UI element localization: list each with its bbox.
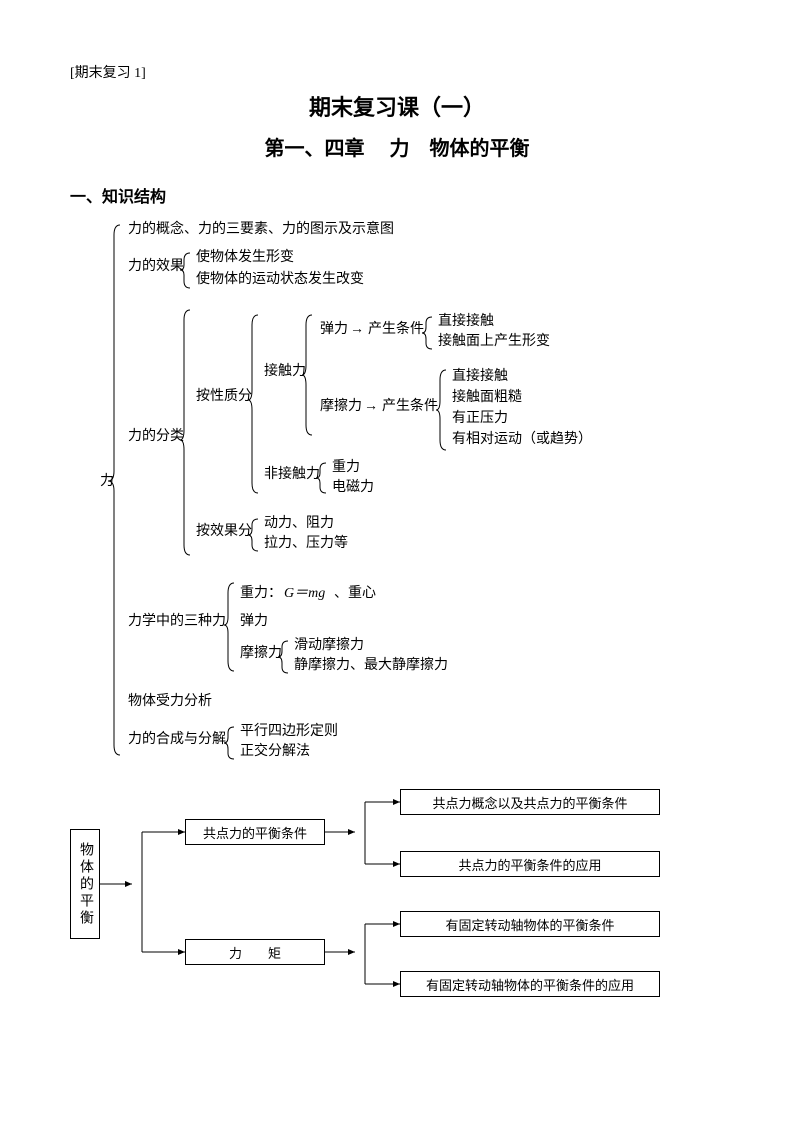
tree-mech-frict2: 静摩擦力、最大静摩擦力	[294, 656, 448, 673]
tree-mech-frict: 摩擦力	[240, 644, 282, 661]
tree-emforce: 电磁力	[332, 479, 374, 495]
tree-produce-cond: 产生条件	[368, 320, 424, 337]
flow-b1: 共点力的平衡条件	[185, 819, 325, 845]
tree-friction-c2: 接触面粗糙	[452, 388, 522, 405]
tree-root: 力	[100, 473, 114, 489]
tree-effect-1: 使物体发生形变	[196, 248, 294, 265]
tree-effect-2: 使物体的运动状态发生改变	[196, 270, 364, 287]
tree-gravity: 重力	[332, 459, 360, 475]
tree-produce-cond: 产生条件	[382, 397, 438, 414]
tree-compose-1: 平行四边形定则	[240, 723, 338, 739]
tree-elastic: 弹力	[320, 321, 348, 337]
tree-friction-c1: 直接接触	[452, 367, 508, 384]
page-title: 期末复习课（一）	[70, 90, 724, 122]
flow-c3: 有固定转动轴物体的平衡条件	[400, 911, 660, 937]
tree-body-analysis: 物体受力分析	[128, 693, 212, 709]
page-subtitle: 第一、四章 力 物体的平衡	[70, 132, 724, 161]
flow-root: 物体的平衡	[70, 829, 100, 939]
tree-effect-label: 力的效果	[128, 258, 184, 274]
tree-compose-label: 力的合成与分解	[128, 731, 226, 747]
tree-classify-label: 力的分类	[128, 428, 184, 444]
tree-contact: 接触力	[264, 362, 306, 379]
flow-c4: 有固定转动轴物体的平衡条件的应用	[400, 971, 660, 997]
tree-by-effect: 按效果分	[196, 523, 252, 539]
tree-mech-grav-formula: G＝mg	[284, 586, 325, 601]
arrow-icon: →	[350, 322, 364, 337]
tree-friction-c4: 有相对运动（或趋势）	[452, 431, 592, 447]
flow-c1: 共点力概念以及共点力的平衡条件	[400, 789, 660, 815]
tree-friction: 摩擦力	[320, 397, 362, 414]
tree-noncontact: 非接触力	[264, 465, 320, 482]
flow-b2: 力 矩	[185, 939, 325, 965]
tree-friction-c3: 有正压力	[452, 410, 508, 426]
tree-compose-2: 正交分解法	[240, 742, 310, 759]
tree-concept: 力的概念、力的三要素、力的图示及示意图	[128, 220, 394, 237]
arrow-icon: →	[364, 399, 378, 414]
tree-mech-elastic: 弹力	[240, 613, 268, 629]
tree-elastic-c1: 直接接触	[438, 312, 494, 329]
tree-eff-2: 拉力、压力等	[264, 534, 348, 551]
tree-mech3-label: 力学中的三种力	[128, 613, 226, 629]
flowchart: 物体的平衡 共点力的平衡条件 力 矩 共点力概念以及共点力的平衡条件 共点力的平…	[70, 779, 710, 1009]
tree-elastic-c2: 接触面上产生形变	[438, 332, 550, 349]
tree-eff-1: 动力、阻力	[264, 515, 334, 531]
tree-mech-grav-tail: 、重心	[334, 585, 376, 601]
tree-diagram: 力 力的概念、力的三要素、力的图示及示意图 力的效果 使物体发生形变 使物体的运…	[100, 215, 724, 775]
tree-mech-grav: 重力：	[240, 585, 282, 601]
tree-by-nature: 按性质分	[196, 388, 252, 404]
section-heading: 一、知识结构	[70, 183, 724, 207]
tree-mech-frict1: 滑动摩擦力	[294, 636, 364, 653]
header-label: [期末复习 1]	[70, 62, 724, 82]
flow-c2: 共点力的平衡条件的应用	[400, 851, 660, 877]
